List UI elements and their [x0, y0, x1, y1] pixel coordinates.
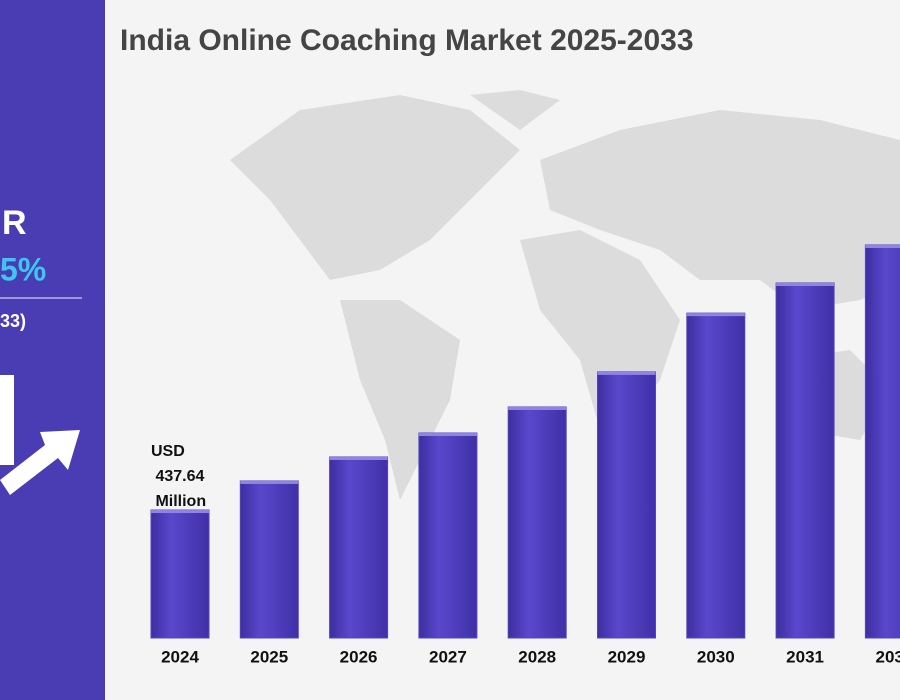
bar-highlight: [329, 456, 388, 460]
x-tick-label: 2024: [161, 647, 199, 666]
bar: [597, 371, 656, 639]
bar-highlight: [151, 510, 209, 514]
bar-highlight: [597, 371, 656, 375]
bar-highlight: [240, 480, 299, 484]
x-tick-label: 2030: [697, 647, 735, 666]
x-tick-label: 2027: [429, 647, 467, 666]
bar-highlight: [865, 245, 900, 248]
x-tick-label: 2029: [608, 647, 646, 666]
bar: [150, 509, 210, 639]
bar: [239, 480, 299, 639]
bar-highlight: [508, 406, 567, 410]
bar: [507, 406, 567, 639]
x-tick-label: 2031: [786, 647, 824, 666]
x-tick-label: 2025: [250, 647, 288, 666]
value-label: USD 437.64 Million: [151, 443, 206, 510]
side-rate: 5%: [0, 251, 46, 287]
bar-highlight: [686, 313, 745, 317]
side-panel: [0, 0, 105, 700]
bar: [864, 244, 900, 639]
side-period: 33): [0, 311, 26, 331]
growth-icon: [0, 375, 80, 495]
x-tick-label: 2028: [518, 647, 556, 666]
bar-highlight: [776, 283, 835, 287]
side-heading: R: [2, 204, 27, 242]
bar: [418, 432, 478, 639]
x-tick-label: 2026: [340, 647, 378, 666]
bar: [329, 456, 389, 639]
bar-highlight: [418, 433, 477, 437]
x-tick-label: 2032: [875, 647, 900, 666]
bar: [686, 312, 746, 639]
chart-title: India Online Coaching Market 2025-2033: [120, 24, 694, 57]
bar: [775, 282, 835, 639]
